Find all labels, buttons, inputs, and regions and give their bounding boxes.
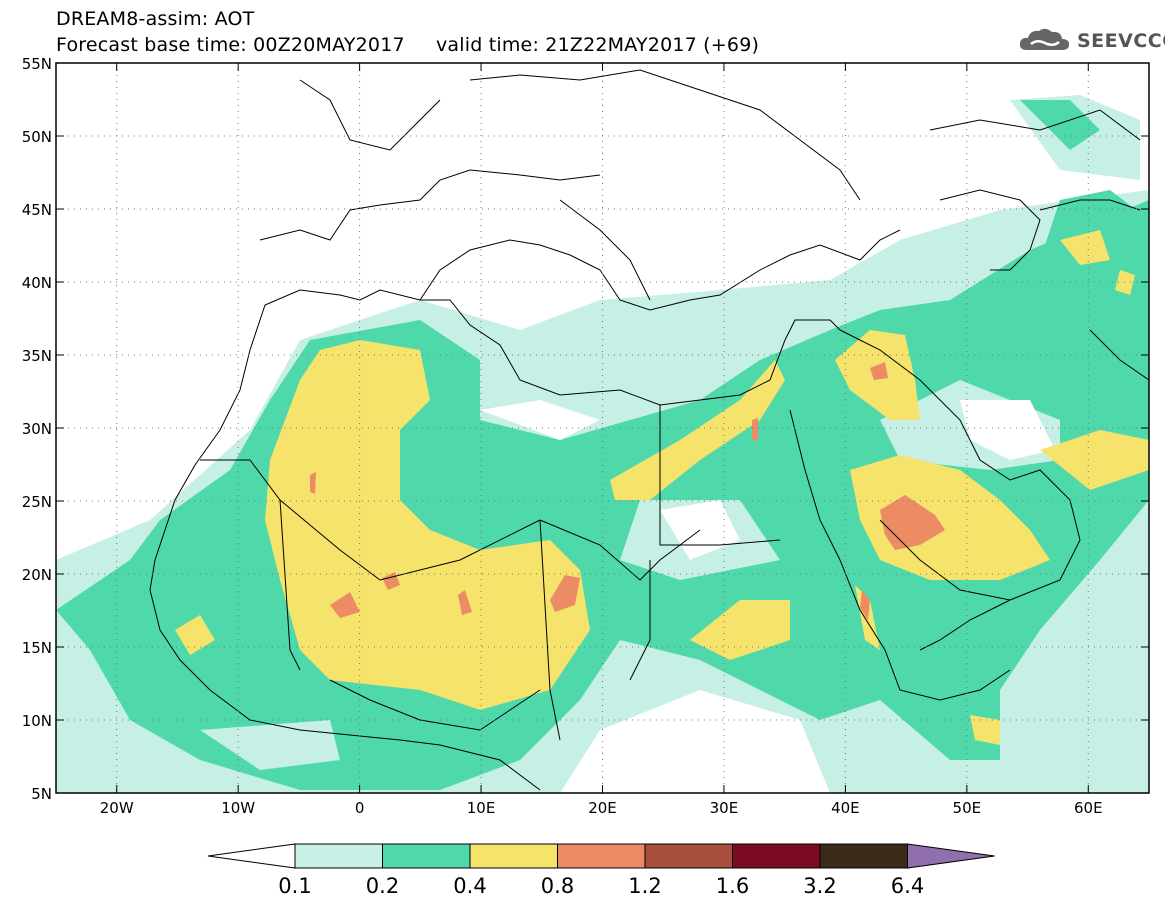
- colorbar-label: 6.4: [891, 874, 924, 898]
- colorbar-segment: [469, 843, 558, 869]
- lon-tick-label: 0: [355, 799, 365, 817]
- colorbar-label: 0.4: [453, 874, 486, 898]
- lat-tick-label: 20N: [22, 566, 52, 584]
- colorbar-segment: [819, 843, 908, 869]
- lat-tick-label: 30N: [22, 420, 52, 438]
- cloud-icon: [1017, 24, 1073, 58]
- lon-tick-label: 40E: [831, 799, 860, 817]
- colorbar-label: 0.1: [278, 874, 311, 898]
- lat-tick-label: 5N: [31, 785, 52, 803]
- lon-tick-label: 60E: [1074, 799, 1103, 817]
- lon-tick-label: 10W: [221, 799, 255, 817]
- colorbar-segment: [382, 843, 471, 869]
- logo: SEEVCCC: [1017, 24, 1165, 58]
- colorbar-arrow-high: [907, 843, 995, 869]
- lon-tick-label: 20E: [588, 799, 617, 817]
- colorbar-segment: [294, 843, 383, 869]
- lon-tick-label: 10E: [467, 799, 496, 817]
- map-subtitle: Forecast base time: 00Z20MAY2017 valid t…: [56, 34, 760, 56]
- coastlines: [149, 69, 1149, 791]
- lat-tick-label: 10N: [22, 712, 52, 730]
- colorbar-segment: [644, 843, 733, 869]
- lat-tick-label: 40N: [22, 274, 52, 292]
- lat-tick-label: 50N: [22, 128, 52, 146]
- lat-tick-label: 25N: [22, 493, 52, 511]
- map-title: DREAM8-assim: AOT: [56, 8, 255, 30]
- colorbar-label: 1.6: [716, 874, 749, 898]
- lat-tick-label: 55N: [22, 55, 52, 73]
- lat-tick-label: 35N: [22, 347, 52, 365]
- lon-tick-label: 50E: [953, 799, 982, 817]
- colorbar: 0.1 0.2 0.4 0.8 1.2 1.6 3.2 6.4: [207, 843, 995, 898]
- lon-tick-label: 20W: [100, 799, 134, 817]
- colorbar-label: 3.2: [803, 874, 836, 898]
- colorbar-segment: [557, 843, 646, 869]
- lat-tick-label: 15N: [22, 639, 52, 657]
- lon-tick-label: 30E: [710, 799, 739, 817]
- map-axes: 55N 50N 45N 40N 35N 30N 25N 20N 15N 10N 5N 20W 10W 0 1…: [22, 55, 1149, 817]
- logo-text: SEEVCCC: [1077, 30, 1165, 52]
- colorbar-label: 0.8: [541, 874, 574, 898]
- lat-tick-label: 45N: [22, 201, 52, 219]
- map-grid: [56, 63, 1149, 793]
- colorbar-segment: [732, 843, 821, 869]
- colorbar-label: 1.2: [628, 874, 661, 898]
- colorbar-label: 0.2: [366, 874, 399, 898]
- colorbar-arrow-low: [207, 843, 296, 869]
